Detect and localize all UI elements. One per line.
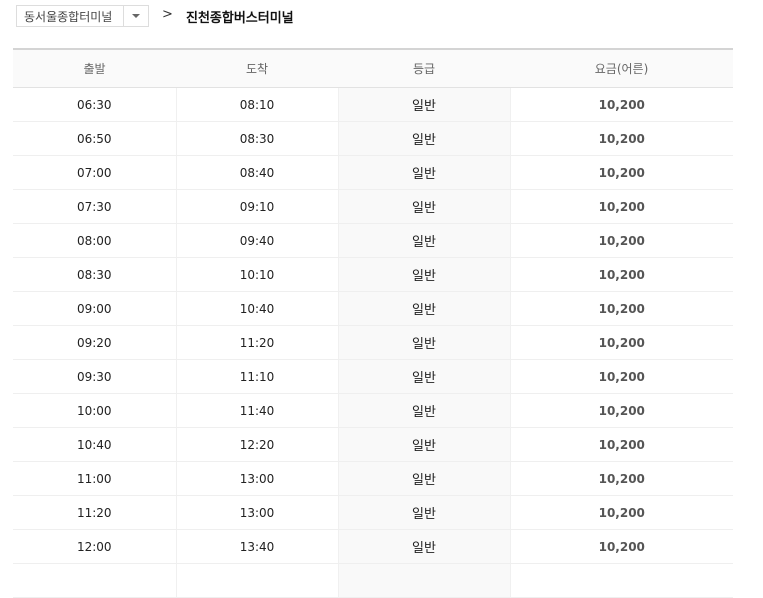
fare: 10,200 [509,87,733,122]
arrival-time: 09:40 [175,223,338,258]
grade: 일반 [337,189,510,224]
grade: 일반 [337,529,510,564]
table-row: 08:30 10:10 일반 10,200 [13,257,733,292]
table-row [13,563,733,598]
table-row: 09:20 11:20 일반 10,200 [13,325,733,360]
table-row: 12:00 13:40 일반 10,200 [13,529,733,564]
departure-time: 12:00 [13,529,176,564]
table-row: 08:00 09:40 일반 10,200 [13,223,733,258]
departure-time: 08:00 [13,223,176,258]
origin-terminal-value: 동서울종합터미널 [24,9,113,24]
arrival-time: 13:00 [175,495,338,530]
header-departure: 출발 [13,49,176,88]
fare: 10,200 [509,325,733,360]
grade: 일반 [337,291,510,326]
arrival-time: 12:20 [175,427,338,462]
fare: 10,200 [509,291,733,326]
header-grade: 등급 [338,49,510,88]
table-row: 07:30 09:10 일반 10,200 [13,189,733,224]
departure-time: 09:20 [13,325,176,360]
arrival-time: 13:40 [175,529,338,564]
departure-time: 08:30 [13,257,176,292]
grade: 일반 [337,461,510,496]
grade: 일반 [337,223,510,258]
departure-time: 10:00 [13,393,176,428]
table-row: 11:00 13:00 일반 10,200 [13,461,733,496]
table-row: 06:30 08:10 일반 10,200 [13,87,733,122]
arrival-time: 08:10 [175,87,338,122]
table-row: 10:00 11:40 일반 10,200 [13,393,733,428]
arrival-time: 13:00 [175,461,338,496]
departure-time [13,563,176,598]
arrival-time: 09:10 [175,189,338,224]
arrival-time: 11:40 [175,393,338,428]
origin-terminal-select[interactable]: 동서울종합터미널 [16,5,149,27]
departure-time: 10:40 [13,427,176,462]
table-row: 09:00 10:40 일반 10,200 [13,291,733,326]
grade: 일반 [337,87,510,122]
table-row: 10:40 12:20 일반 10,200 [13,427,733,462]
table-row: 07:00 08:40 일반 10,200 [13,155,733,190]
header-fare: 요금(어른) [510,49,733,88]
arrival-time: 08:30 [175,121,338,156]
fare: 10,200 [509,155,733,190]
arrival-time [175,563,338,598]
grade: 일반 [337,155,510,190]
fare: 10,200 [509,393,733,428]
arrival-time: 11:10 [175,359,338,394]
fare: 10,200 [509,461,733,496]
fare: 10,200 [509,427,733,462]
chevron-right-icon: > [162,7,173,22]
grade: 일반 [337,495,510,530]
arrival-time: 10:40 [175,291,338,326]
grade: 일반 [337,325,510,360]
departure-time: 06:50 [13,121,176,156]
grade: 일반 [337,121,510,156]
fare: 10,200 [509,359,733,394]
departure-time: 09:30 [13,359,176,394]
grade: 일반 [337,427,510,462]
departure-time: 06:30 [13,87,176,122]
fare: 10,200 [509,223,733,258]
table-row: 11:20 13:00 일반 10,200 [13,495,733,530]
fare: 10,200 [509,189,733,224]
dropdown-button[interactable] [123,6,148,26]
header-arrival: 도착 [176,49,338,88]
arrival-time: 11:20 [175,325,338,360]
departure-time: 09:00 [13,291,176,326]
departure-time: 11:20 [13,495,176,530]
fare: 10,200 [509,257,733,292]
table-row: 09:30 11:10 일반 10,200 [13,359,733,394]
fare: 10,200 [509,121,733,156]
table-row: 06:50 08:30 일반 10,200 [13,121,733,156]
grade: 일반 [337,359,510,394]
arrival-time: 08:40 [175,155,338,190]
destination-terminal: 진천종합버스터미널 [186,11,294,26]
timetable: 출발 도착 등급 요금(어른) 06:30 08:10 일반 10,200 06:50 0… [13,48,733,598]
fare [509,563,733,598]
caret-down-icon [132,14,140,18]
departure-time: 07:00 [13,155,176,190]
departure-time: 11:00 [13,461,176,496]
fare: 10,200 [509,495,733,530]
arrival-time: 10:10 [175,257,338,292]
grade [337,563,510,598]
grade: 일반 [337,257,510,292]
fare: 10,200 [509,529,733,564]
grade: 일반 [337,393,510,428]
departure-time: 07:30 [13,189,176,224]
